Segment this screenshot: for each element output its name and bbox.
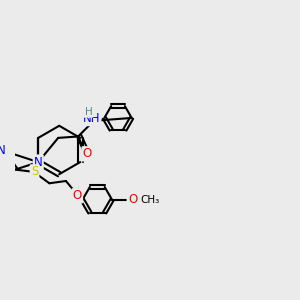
Text: S: S: [31, 165, 38, 178]
Text: CH₃: CH₃: [140, 195, 159, 205]
Text: H: H: [85, 107, 92, 117]
Text: N: N: [0, 143, 5, 157]
Text: NH: NH: [83, 112, 100, 125]
Text: O: O: [82, 147, 92, 160]
Text: N: N: [34, 156, 43, 169]
Text: O: O: [128, 193, 137, 206]
Text: O: O: [73, 189, 82, 202]
